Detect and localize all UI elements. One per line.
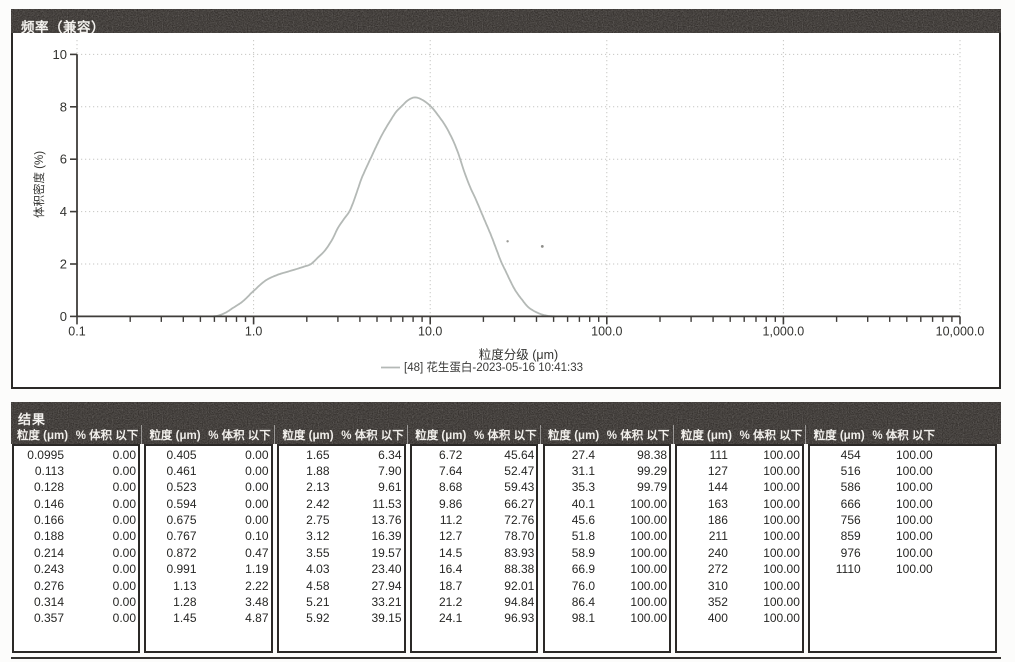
svg-text:0.1: 0.1 xyxy=(68,324,85,338)
svg-text:粒度分级 (μm): 粒度分级 (μm) xyxy=(479,347,558,362)
svg-text:4: 4 xyxy=(60,204,67,219)
svg-text:体积密度 (%): 体积密度 (%) xyxy=(32,151,46,218)
svg-text:2: 2 xyxy=(60,257,67,272)
svg-text:6: 6 xyxy=(60,152,67,167)
svg-text:[48] 花生蛋白-2023-05-16 10:41:33: [48] 花生蛋白-2023-05-16 10:41:33 xyxy=(404,360,583,374)
svg-text:0: 0 xyxy=(60,309,67,324)
svg-text:10: 10 xyxy=(53,47,67,62)
svg-text:10,000.0: 10,000.0 xyxy=(936,324,985,338)
svg-text:100.0: 100.0 xyxy=(591,324,622,338)
svg-text:1,000.0: 1,000.0 xyxy=(763,324,805,338)
svg-text:10.0: 10.0 xyxy=(418,324,442,338)
svg-text:1.0: 1.0 xyxy=(245,324,262,338)
svg-text:8: 8 xyxy=(60,99,67,114)
